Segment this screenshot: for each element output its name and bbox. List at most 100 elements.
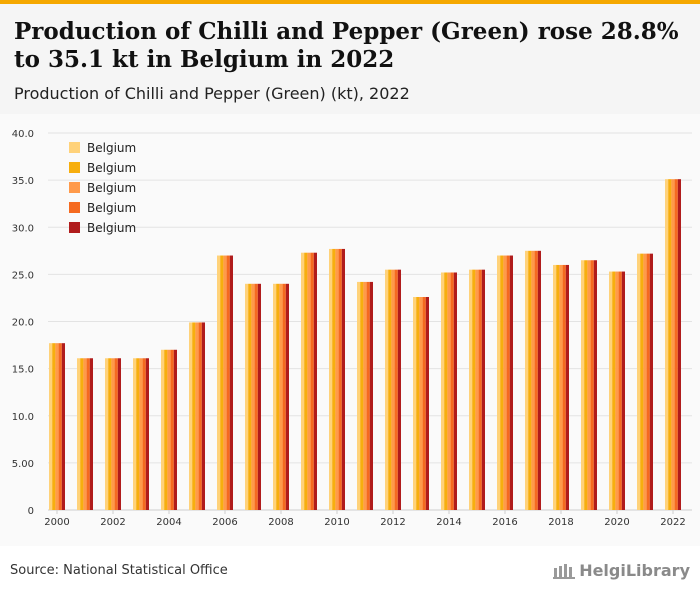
bar [217,255,221,510]
bar [525,250,529,510]
bar [105,358,109,510]
y-tick-label: 5.00 [12,459,34,470]
x-tick-label: 2022 [660,517,685,528]
bar [587,260,591,510]
y-tick-label: 30.0 [12,223,34,234]
bar [142,358,146,510]
x-tick-label: 2010 [324,517,349,528]
bar [338,248,342,511]
bar [593,260,597,510]
bar [61,343,65,510]
bar [189,322,193,510]
y-tick-label: 15.0 [12,365,34,376]
bar [481,269,485,510]
bar [369,281,373,510]
bar [612,271,616,510]
bar [229,255,233,510]
bar [170,349,174,510]
bar [335,248,339,511]
bar [55,343,59,510]
chart-title: Production of Chilli and Pepper (Green) … [14,18,679,73]
bar [584,260,588,510]
bar [192,322,196,510]
bar [509,255,513,510]
brand-logo: HelgiLibrary [553,561,690,580]
bar [201,322,205,510]
bar [301,252,305,510]
bar [332,248,336,511]
legend-swatch [69,222,80,233]
y-tick-label: 25.0 [12,270,34,281]
bar [254,283,258,510]
bar [562,264,566,510]
bar [478,269,482,510]
x-tick-label: 2012 [380,517,405,528]
y-tick-label: 20.0 [12,318,34,329]
bar [363,281,367,510]
bar [83,358,87,510]
bar [111,358,115,510]
legend-swatch [69,142,80,153]
bar [649,253,653,510]
x-tick-label: 2004 [156,517,181,528]
bar-chart: 0 5.00 10.0 15.0 20.0 25.0 30.0 35.0 40.0 2000 200… [12,129,692,528]
bar [77,358,81,510]
legend-label: Belgium [87,141,136,155]
bar [161,349,165,510]
bar [226,255,230,510]
bar [425,296,429,510]
bar [391,269,395,510]
bar [366,281,370,510]
bar [618,271,622,510]
bar [413,296,417,510]
bar [310,252,314,510]
bar [565,264,569,510]
x-tick-label: 2006 [212,517,237,528]
bar [441,272,445,510]
bar [553,264,557,510]
legend-swatch [69,182,80,193]
bar [637,253,641,510]
bar [643,253,647,510]
bar [674,179,678,510]
bar [668,179,672,510]
bar [453,272,457,510]
bar [416,296,420,510]
x-tick-label: 2008 [268,517,293,528]
y-tick-label: 35.0 [12,176,34,187]
bar [52,343,56,510]
legend-swatch [69,162,80,173]
bar [556,264,560,510]
bar [282,283,286,510]
bar [531,250,535,510]
bar [285,283,289,510]
bar [114,358,118,510]
bar [385,269,389,510]
bar [139,358,143,510]
bar [313,252,317,510]
bar [506,255,510,510]
bar [500,255,504,510]
bar [665,179,669,510]
legend-swatch [69,202,80,213]
bar [497,255,501,510]
bar [646,253,650,510]
bar [475,269,479,510]
bar [304,252,308,510]
library-icon [553,563,576,579]
bar [559,264,563,510]
bar [615,271,619,510]
bar [341,248,345,511]
bar [503,255,507,510]
bar [590,260,594,510]
bar [422,296,426,510]
bar [58,343,62,510]
source-note: Source: National Statistical Office [10,563,228,578]
x-tick-label: 2018 [548,517,573,528]
bar [609,271,613,510]
bar [257,283,261,510]
chart-subtitle: Production of Chilli and Pepper (Green) … [14,84,410,103]
bar [117,358,121,510]
bar [677,179,681,510]
bar [394,269,398,510]
